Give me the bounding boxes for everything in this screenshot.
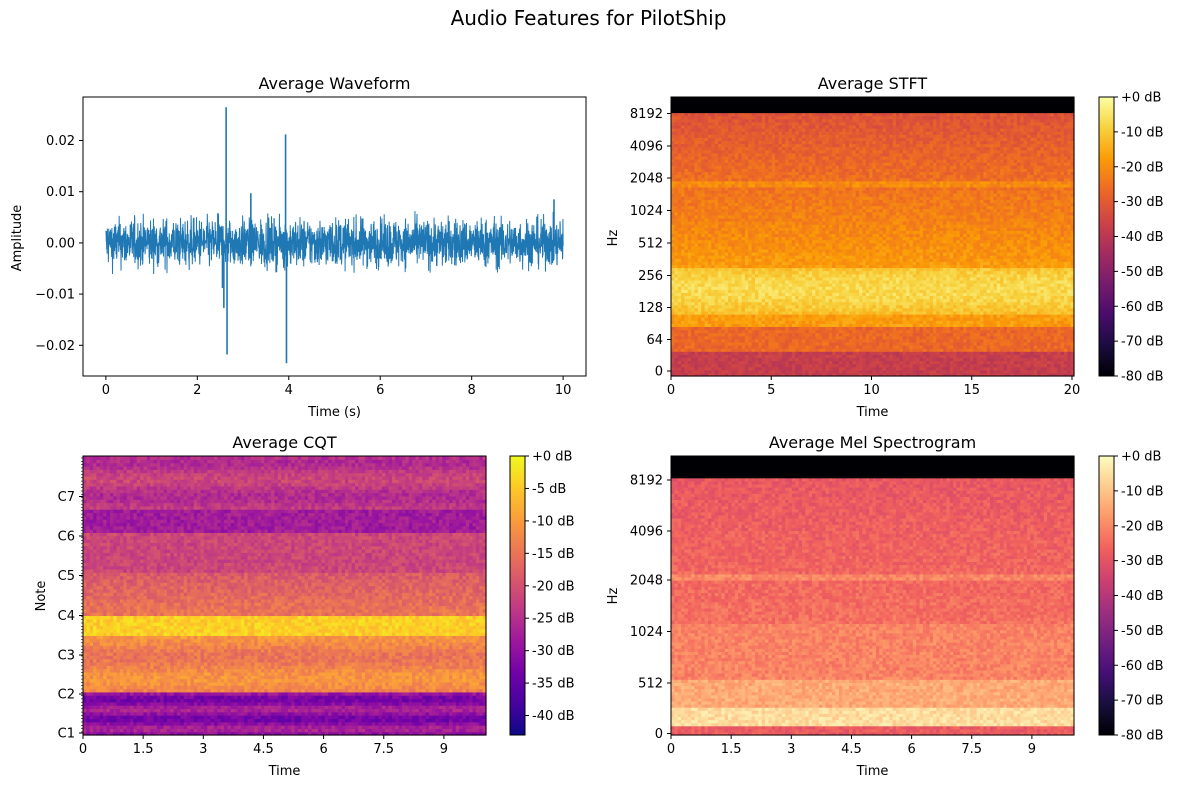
waveform-ylabel: Amplitude [10,205,25,272]
waveform-xtick-label: 2 [193,383,201,398]
waveform-xtick-label: 10 [555,383,572,398]
waveform-ytick-label: −0.02 [35,339,75,354]
waveform-xtick-label: 6 [376,383,384,398]
waveform-title: Average Waveform [258,74,410,93]
waveform-ytick-label: 0.01 [46,185,75,200]
waveform-xlabel: Time (s) [307,405,361,420]
waveform-xtick-label: 4 [285,383,293,398]
waveform-ytick-label: 0.00 [46,236,75,251]
waveform-line [106,211,563,274]
waveform-xtick-label: 0 [102,383,110,398]
waveform-xtick-label: 8 [468,383,476,398]
stft-heatmap [671,97,1075,377]
waveform-ytick-label: 0.02 [46,134,75,149]
waveform-panel: 0 2 4 6 8 10 −0.02 −0.01 0.00 0.01 0.02 Average Wa… [10,74,586,420]
waveform-ytick-label: −0.01 [35,288,75,303]
